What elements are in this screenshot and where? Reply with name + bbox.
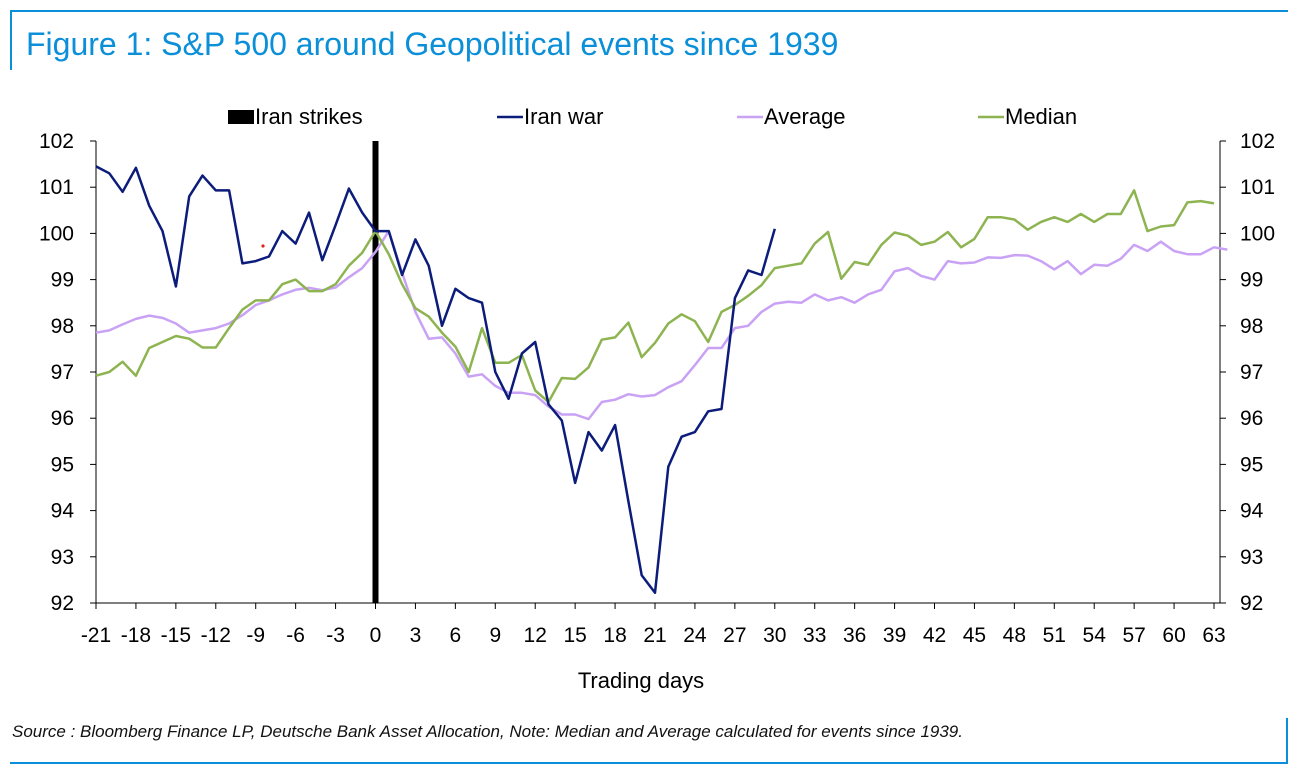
x-tick-label: 45 [963, 624, 986, 647]
y-tick-label-right: 102 [1240, 130, 1275, 153]
x-tick-label: 12 [524, 624, 547, 647]
x-tick-label: 48 [1003, 624, 1026, 647]
series-line-iran-war [95, 165, 777, 595]
legend: Iran strikes Iran war Average Median [228, 104, 1077, 129]
y-tick-label-right: 99 [1240, 269, 1263, 292]
y-tick-label-left: 97 [51, 361, 74, 384]
y-tick-label-left: 94 [51, 500, 75, 523]
y-tick-label-left: 96 [51, 407, 74, 430]
x-tick-label: 60 [1162, 624, 1185, 647]
series-group [95, 141, 1228, 603]
x-tick-label: 27 [723, 624, 746, 647]
legend-label-median: Median [1005, 104, 1077, 129]
legend-label-average: Average [764, 104, 846, 129]
x-tick-label: 57 [1122, 624, 1145, 647]
x-tick-label: 0 [370, 624, 382, 647]
chart-title: Figure 1: S&P 500 around Geopolitical ev… [26, 26, 839, 62]
y-tick-label-left: 99 [51, 269, 74, 292]
x-tick-label: 21 [643, 624, 666, 647]
y-tick-label-left: 101 [39, 176, 74, 199]
y-tick-label-left: 92 [51, 592, 74, 615]
x-tick-label: 15 [563, 624, 586, 647]
frame-left-rule [10, 10, 12, 70]
y-tick-label-left: 102 [39, 130, 74, 153]
frame-right-rule [1286, 718, 1288, 764]
x-tick-label: 33 [803, 624, 826, 647]
frame-top-rule [10, 10, 1288, 12]
x-tick-label: 51 [1043, 624, 1066, 647]
y-tick-label-left: 98 [51, 315, 74, 338]
y-tick-label-right: 101 [1240, 176, 1275, 199]
x-tick-label: -18 [121, 624, 151, 647]
y-tick-label-right: 93 [1240, 546, 1263, 569]
x-tick-label: 36 [843, 624, 866, 647]
x-tick-label: 39 [883, 624, 906, 647]
x-tick-label: 42 [923, 624, 946, 647]
x-tick-label: -21 [81, 624, 111, 647]
event-bar-iran-strikes [372, 141, 379, 603]
y-tick-label-left: 100 [39, 222, 74, 245]
y-tick-label-right: 96 [1240, 407, 1263, 430]
y-tick-label-left: 95 [51, 453, 74, 476]
y-tick-label-right: 98 [1240, 315, 1263, 338]
x-tick-label: 18 [603, 624, 626, 647]
x-tick-label: -3 [326, 624, 345, 647]
y-tick-label-right: 100 [1240, 222, 1275, 245]
x-tick-label: -9 [246, 624, 265, 647]
x-tick-label: 24 [683, 624, 707, 647]
series-line-median [95, 189, 1215, 404]
stray-dot [261, 244, 265, 248]
series-line-average [95, 229, 1228, 421]
source-note: Source : Bloomberg Finance LP, Deutsche … [12, 722, 963, 741]
y-tick-label-right: 94 [1240, 500, 1264, 523]
legend-swatch-iran-strikes [228, 110, 254, 124]
x-tick-label: 6 [450, 624, 462, 647]
x-axis-label: Trading days [578, 668, 704, 693]
x-tick-label: 9 [489, 624, 501, 647]
x-tick-label: -12 [201, 624, 231, 647]
x-tick-label: -15 [161, 624, 191, 647]
frame-bottom-rule [10, 762, 1288, 764]
legend-label-iran-strikes: Iran strikes [255, 104, 363, 129]
y-tick-label-right: 97 [1240, 361, 1263, 384]
y-tick-label-left: 93 [51, 546, 74, 569]
y-tick-label-right: 92 [1240, 592, 1263, 615]
x-tick-label: 30 [763, 624, 786, 647]
x-tick-label: 63 [1202, 624, 1225, 647]
x-tick-label: 3 [410, 624, 422, 647]
legend-label-iran-war: Iran war [524, 104, 603, 129]
x-tick-label: -6 [286, 624, 305, 647]
y-tick-label-right: 95 [1240, 453, 1263, 476]
x-tick-label: 54 [1083, 624, 1107, 647]
